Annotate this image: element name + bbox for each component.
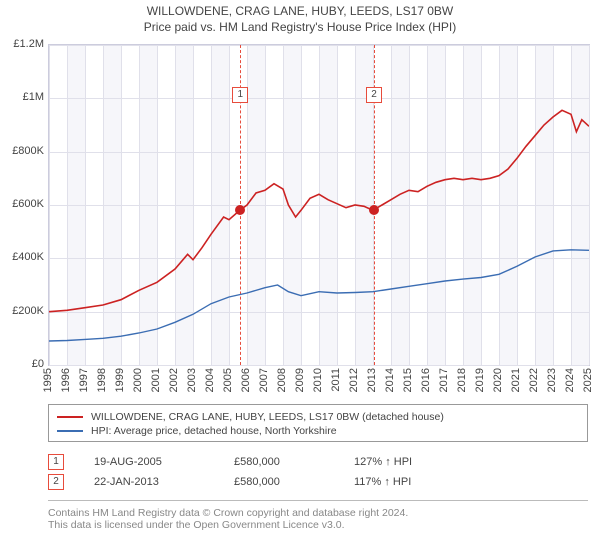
y-tick-label: £1.2M	[13, 38, 44, 50]
sale-date: 22-JAN-2013	[94, 476, 204, 488]
sale-row: 2 22-JAN-2013 £580,000 117% ↑ HPI	[48, 474, 588, 490]
footer-line-1: Contains HM Land Registry data © Crown c…	[48, 507, 588, 519]
x-tick-label: 2020	[492, 368, 504, 392]
x-tick-label: 2019	[474, 368, 486, 392]
x-tick-label: 1996	[60, 368, 72, 392]
chart-title: WILLOWDENE, CRAG LANE, HUBY, LEEDS, LS17…	[0, 4, 600, 18]
sale-pct: 127% ↑ HPI	[354, 456, 412, 468]
series-property	[49, 110, 589, 311]
legend-swatch	[57, 430, 83, 432]
x-tick-label: 2003	[186, 368, 198, 392]
x-tick-label: 2009	[294, 368, 306, 392]
legend-label: HPI: Average price, detached house, Nort…	[91, 425, 337, 437]
x-tick-label: 1995	[42, 368, 54, 392]
legend-label: WILLOWDENE, CRAG LANE, HUBY, LEEDS, LS17…	[91, 411, 444, 423]
y-tick-label: £400K	[12, 251, 44, 263]
legend-swatch	[57, 416, 83, 418]
legend: WILLOWDENE, CRAG LANE, HUBY, LEEDS, LS17…	[48, 404, 588, 442]
x-tick-label: 2000	[132, 368, 144, 392]
y-tick-label: £1M	[23, 91, 44, 103]
y-tick-label: £600K	[12, 198, 44, 210]
sale-row-index: 1	[48, 454, 64, 470]
x-tick-label: 2024	[564, 368, 576, 392]
sale-date: 19-AUG-2005	[94, 456, 204, 468]
x-tick-label: 1999	[114, 368, 126, 392]
x-tick-label: 2004	[204, 368, 216, 392]
y-tick-label: £200K	[12, 305, 44, 317]
x-tick-label: 2015	[402, 368, 414, 392]
x-tick-label: 2016	[420, 368, 432, 392]
legend-item: WILLOWDENE, CRAG LANE, HUBY, LEEDS, LS17…	[57, 411, 579, 423]
sale-pct: 117% ↑ HPI	[354, 476, 411, 488]
x-tick-label: 2023	[546, 368, 558, 392]
x-tick-label: 2010	[312, 368, 324, 392]
x-tick-label: 2021	[510, 368, 522, 392]
x-tick-label: 2005	[222, 368, 234, 392]
legend-item: HPI: Average price, detached house, Nort…	[57, 425, 579, 437]
footer-line-2: This data is licensed under the Open Gov…	[48, 519, 588, 531]
x-tick-label: 2001	[150, 368, 162, 392]
x-tick-label: 2008	[276, 368, 288, 392]
x-tick-label: 2014	[384, 368, 396, 392]
x-tick-label: 2025	[582, 368, 594, 392]
footer: Contains HM Land Registry data © Crown c…	[48, 500, 588, 531]
x-tick-label: 1997	[78, 368, 90, 392]
x-tick-label: 2007	[258, 368, 270, 392]
chart-subtitle: Price paid vs. HM Land Registry's House …	[0, 20, 600, 34]
x-tick-label: 2011	[330, 368, 342, 392]
sale-row-index: 2	[48, 474, 64, 490]
x-tick-label: 2013	[366, 368, 378, 392]
x-tick-label: 2017	[438, 368, 450, 392]
chart-plot-area: 12	[48, 44, 590, 366]
sales-table: 1 19-AUG-2005 £580,000 127% ↑ HPI 2 22-JAN-20…	[48, 450, 588, 494]
x-tick-label: 2018	[456, 368, 468, 392]
sale-price: £580,000	[234, 476, 324, 488]
sale-price: £580,000	[234, 456, 324, 468]
x-tick-label: 2002	[168, 368, 180, 392]
x-tick-label: 2022	[528, 368, 540, 392]
x-tick-label: 2006	[240, 368, 252, 392]
y-tick-label: £800K	[12, 145, 44, 157]
x-tick-label: 2012	[348, 368, 360, 392]
sale-row: 1 19-AUG-2005 £580,000 127% ↑ HPI	[48, 454, 588, 470]
x-tick-label: 1998	[96, 368, 108, 392]
